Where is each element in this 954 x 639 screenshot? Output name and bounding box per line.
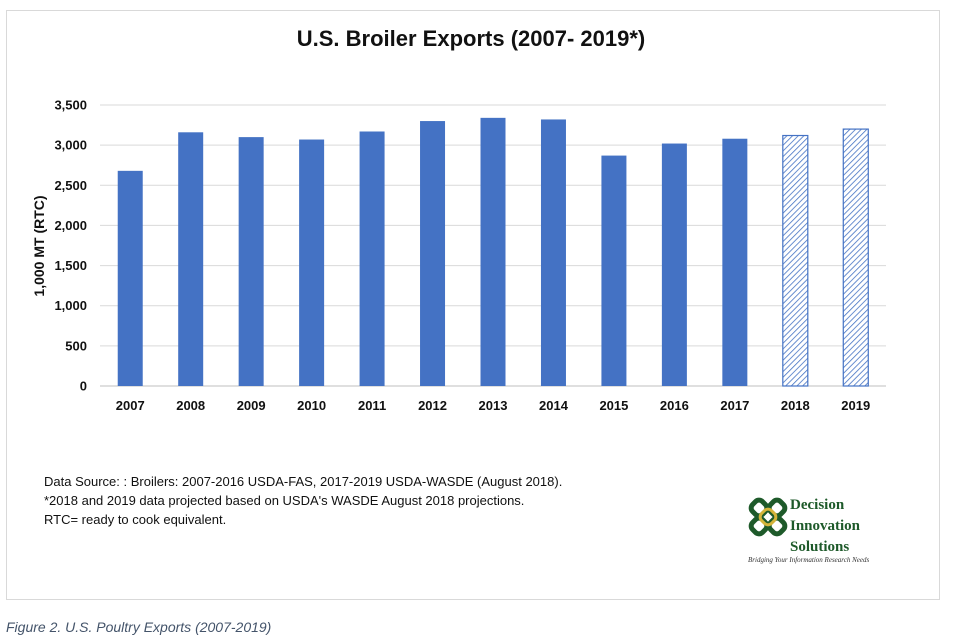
note-line-2: *2018 and 2019 data projected based on U… <box>44 493 525 508</box>
x-tick-label: 2012 <box>418 398 447 413</box>
bar-projected-2019 <box>842 128 869 387</box>
bar-2016 <box>661 143 687 386</box>
logo-tagline: Bridging Your Information Research Needs <box>748 556 870 564</box>
figure-caption: Figure 2. U.S. Poultry Exports (2007-201… <box>6 619 272 635</box>
x-tick-label: 2008 <box>176 398 205 413</box>
bar-2012 <box>420 121 446 387</box>
bar-2008 <box>178 132 204 386</box>
bar-2007 <box>117 170 143 386</box>
chart-title: U.S. Broiler Exports (2007- 2019*) <box>296 26 646 51</box>
x-tick-label: 2015 <box>599 398 628 413</box>
x-tick-label: 2007 <box>116 398 145 413</box>
y-tick-label: 1,500 <box>54 258 87 273</box>
y-axis-label: 1,000 MT (RTC) <box>31 195 47 296</box>
x-tick-label: 2017 <box>720 398 749 413</box>
x-tick-label: 2013 <box>479 398 508 413</box>
y-axis-ticks: 0 500 1,000 1,500 2,000 2,500 3,000 3,500 <box>54 98 87 394</box>
y-tick-label: 500 <box>65 338 87 353</box>
company-logo: Decision Innovation Solutions Bridging Y… <box>746 493 916 573</box>
y-tick-label: 2,000 <box>54 218 87 233</box>
x-tick-label: 2016 <box>660 398 689 413</box>
x-tick-label: 2011 <box>358 398 386 413</box>
x-axis-ticks: 2007 2008 2009 2010 2011 2012 2013 2014 2015 2016… <box>116 398 870 413</box>
y-tick-label: 3,500 <box>54 98 87 113</box>
y-tick-label: 2,500 <box>54 178 87 193</box>
note-line-3: RTC= ready to cook equivalent. <box>44 512 227 527</box>
bar-2017 <box>722 138 748 386</box>
note-line-1: Data Source: : Broilers: 2007-2016 USDA-… <box>44 474 563 489</box>
bar-2014 <box>540 119 566 387</box>
logo-line-3: Solutions <box>790 539 850 555</box>
logo-name: Decision Innovation Solutions <box>790 495 860 558</box>
bar-2009 <box>238 137 264 386</box>
x-tick-label: 2014 <box>539 398 569 413</box>
bar-projected-2018 <box>782 134 809 387</box>
x-tick-label: 2010 <box>297 398 326 413</box>
x-tick-label: 2009 <box>237 398 266 413</box>
y-tick-label: 1,000 <box>54 298 87 313</box>
logo-line-1: Decision <box>790 497 845 513</box>
knot-logo-icon <box>748 497 788 537</box>
logo-line-2: Innovation <box>790 518 861 534</box>
y-tick-label: 0 <box>80 379 87 394</box>
bar-2010 <box>299 139 325 386</box>
bar-2013 <box>480 117 506 387</box>
bar-2015 <box>601 155 627 386</box>
x-tick-label: 2019 <box>841 398 870 413</box>
bar-2011 <box>359 131 385 386</box>
bars <box>117 117 869 387</box>
data-source-notes: Data Source: : Broilers: 2007-2016 USDA-… <box>44 472 562 529</box>
y-tick-label: 3,000 <box>54 138 87 153</box>
x-tick-label: 2018 <box>781 398 810 413</box>
